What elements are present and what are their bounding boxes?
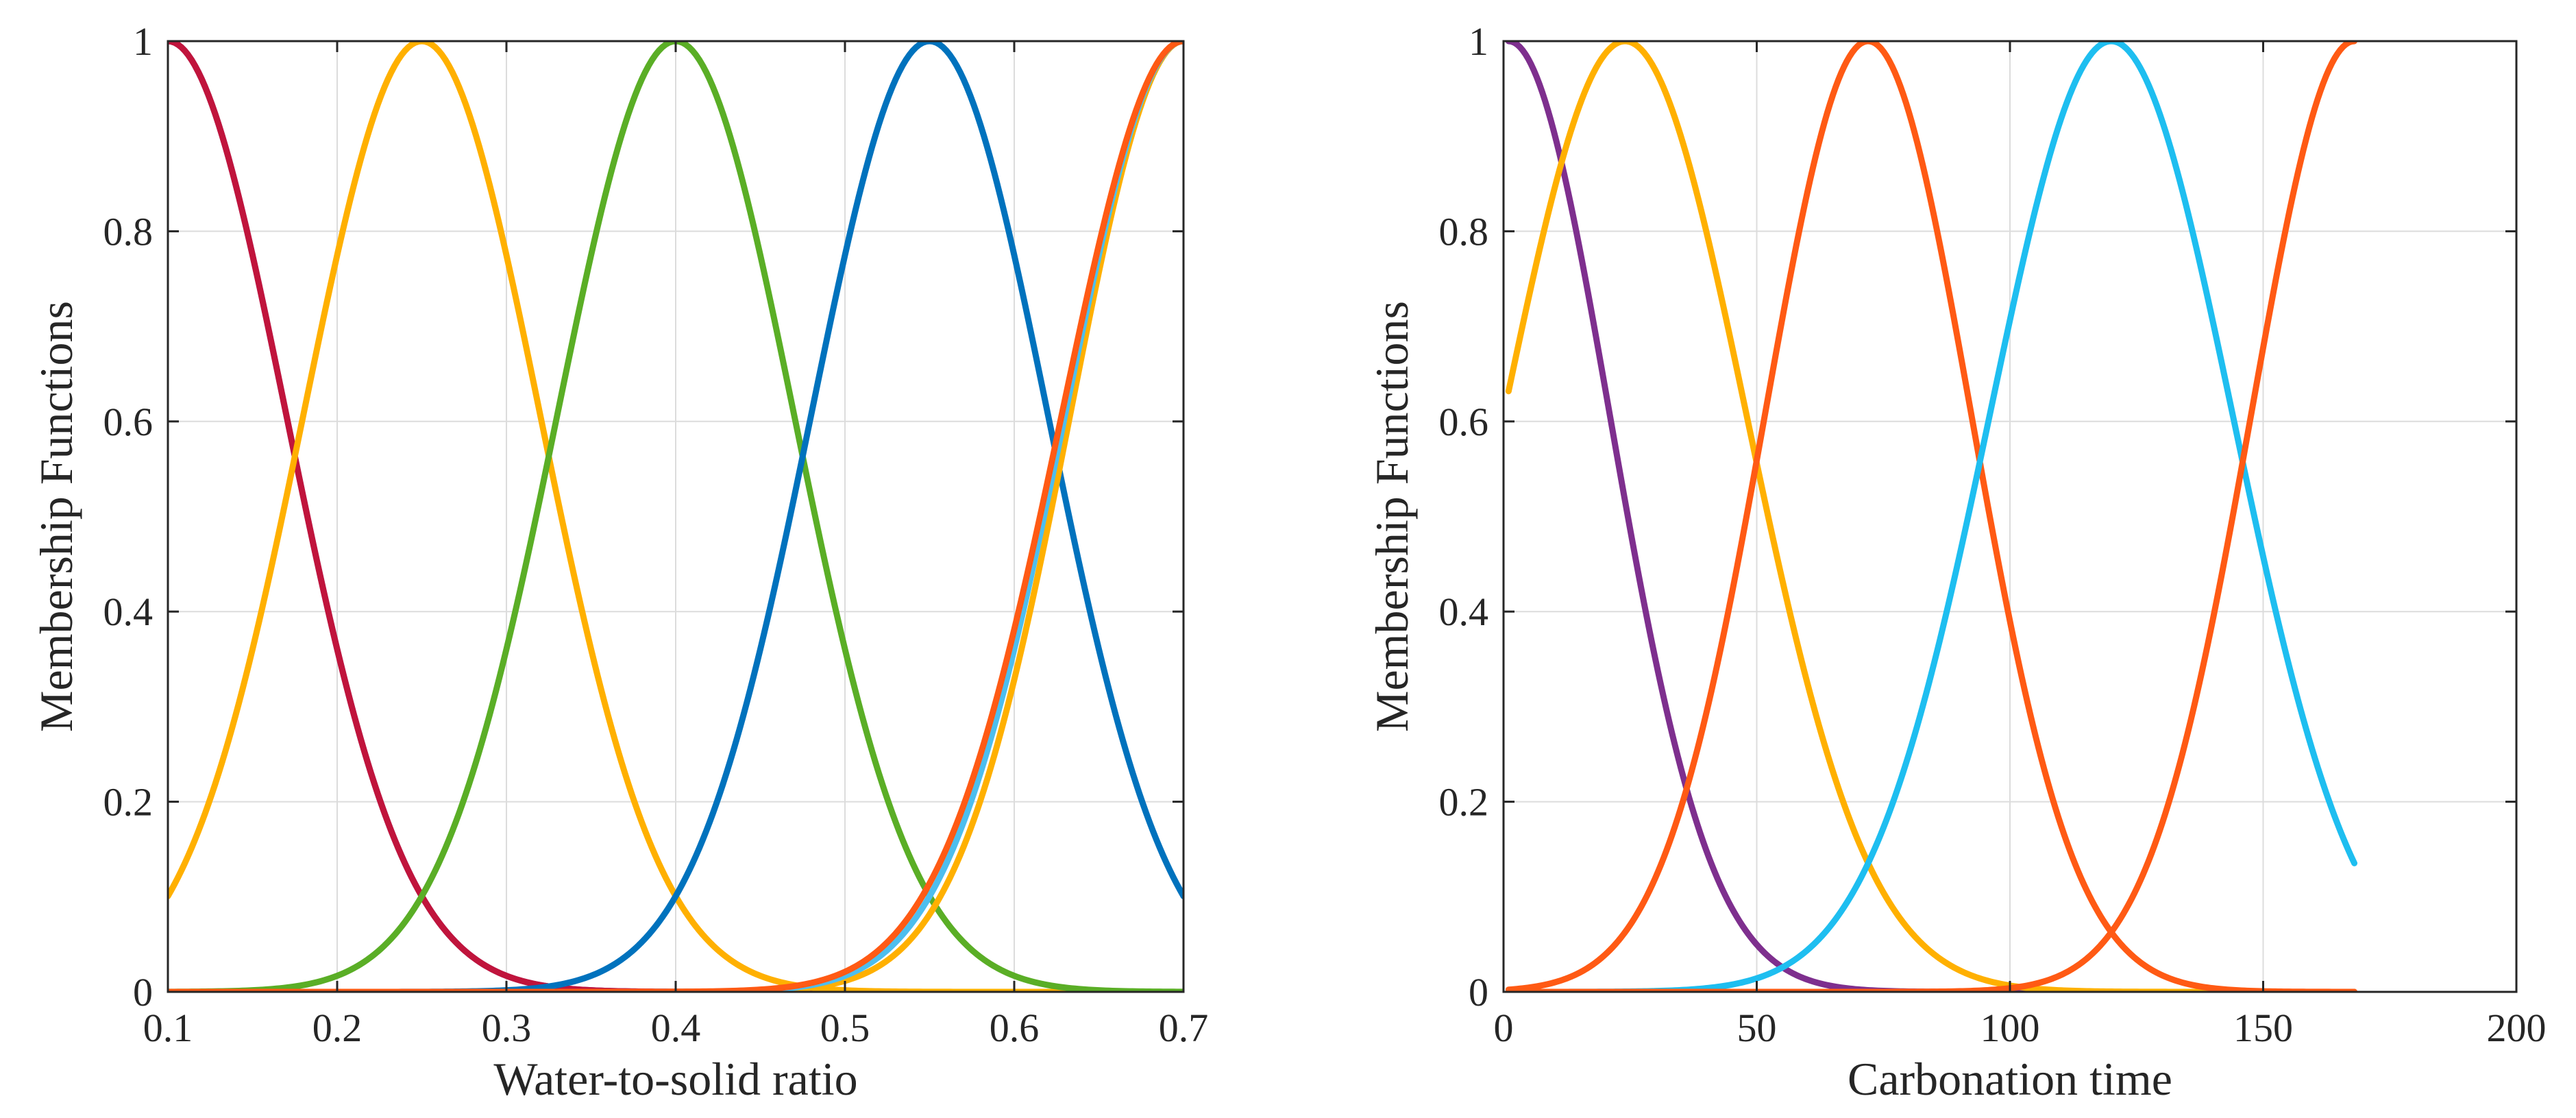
x-tick-label: 150	[2233, 1006, 2293, 1050]
series-line-2	[1505, 41, 2358, 992]
ticks: 0 50 100 150 200 0 0.2 0.4 0.6 0.8 1	[1439, 19, 2547, 1050]
x-tick-label: 0.1	[143, 1006, 193, 1050]
y-axis-title: Membership Functions	[30, 301, 82, 732]
x-axis-title: Carbonation time	[1848, 1053, 2172, 1105]
y-tick-label: 0.2	[1439, 780, 1489, 825]
y-tick-label: 0.8	[1439, 209, 1489, 254]
x-tick-label: 200	[2487, 1006, 2547, 1050]
x-tick-label: 100	[1980, 1006, 2040, 1050]
x-axis-title: Water-to-solid ratio	[493, 1053, 857, 1105]
y-tick-label: 0.4	[103, 590, 154, 634]
x-tick-label: 0.4	[651, 1006, 701, 1050]
x-tick-label: 50	[1737, 1006, 1777, 1050]
chart-ratio: 0.1 0.2 0.3 0.4 0.5 0.6 0.7 0 0.2 0.4 0.6 0.8 1 Water…	[30, 19, 1208, 1105]
y-tick-label: 0.6	[1439, 400, 1489, 444]
chart-time: 0 50 100 150 200 0 0.2 0.4 0.6 0.8 1 Carbonation ti…	[1366, 19, 2547, 1105]
grid	[1504, 41, 2516, 992]
x-tick-label: 0.5	[820, 1006, 870, 1050]
y-axis-title: Membership Functions	[1366, 301, 1418, 732]
y-tick-label: 0.4	[1439, 590, 1489, 634]
x-tick-label: 0.6	[990, 1006, 1040, 1050]
ticks: 0.1 0.2 0.3 0.4 0.5 0.6 0.7 0 0.2 0.4 0.6 0.8 1	[103, 19, 1209, 1050]
x-tick-label: 0.7	[1159, 1006, 1209, 1050]
series-line-3	[1505, 41, 2358, 992]
x-tick-label: 0	[1494, 1006, 1514, 1050]
y-tick-label: 0	[133, 970, 153, 1014]
y-tick-label: 0.2	[103, 780, 154, 825]
grid	[168, 41, 1183, 992]
series-line-5	[1505, 41, 2358, 992]
y-tick-label: 0	[1469, 970, 1488, 1014]
x-tick-label: 0.2	[312, 1006, 363, 1050]
y-tick-label: 0.6	[103, 400, 154, 444]
series-line-4	[168, 41, 1183, 992]
series-line-1	[1505, 41, 2358, 992]
x-tick-label: 0.3	[482, 1006, 532, 1050]
series-group	[1505, 41, 2358, 992]
y-tick-label: 0.8	[103, 209, 154, 254]
y-tick-label: 1	[133, 19, 153, 64]
y-tick-label: 1	[1469, 19, 1488, 64]
series-line-4	[1505, 41, 2358, 992]
